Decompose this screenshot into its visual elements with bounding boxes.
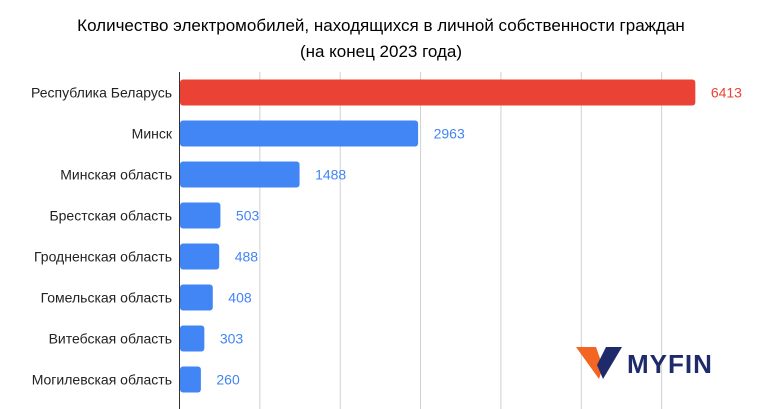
bar: [180, 366, 201, 393]
logo-mark-left-shape: [576, 347, 603, 379]
myfin-logo: MYFIN: [576, 347, 713, 379]
category-label: Минск: [132, 126, 173, 142]
logo-mark-right-shape: [597, 347, 622, 379]
bar: [180, 120, 419, 147]
value-label: 303: [220, 331, 244, 347]
value-label: 488: [235, 249, 259, 265]
category-label: Витебская область: [49, 331, 172, 347]
myfin-logo-text: MYFIN: [627, 349, 713, 379]
bar: [180, 243, 220, 270]
category-label: Гродненская область: [34, 249, 172, 265]
value-label: 2963: [434, 126, 465, 142]
category-label: Минская область: [60, 167, 172, 183]
bars: [180, 79, 696, 393]
category-label: Республика Беларусь: [31, 85, 172, 101]
bar: [180, 325, 205, 352]
value-label: 503: [236, 208, 260, 224]
category-label: Могилевская область: [32, 372, 172, 388]
value-labels: 6413 2963 1488 503 488 408 303 260: [216, 85, 742, 388]
category-labels: Республика Беларусь Минск Минская область Б…: [31, 85, 173, 388]
value-label: 260: [216, 372, 240, 388]
value-label: 1488: [315, 167, 346, 183]
category-label: Гомельская область: [41, 290, 172, 306]
bar: [180, 202, 221, 229]
chart-title-line2: (на конец 2023 года): [300, 42, 462, 61]
bar: [180, 284, 213, 311]
bar: [180, 161, 300, 188]
value-label: 6413: [711, 85, 742, 101]
bar: [180, 79, 696, 106]
value-label: 408: [228, 290, 252, 306]
chart-title-line1: Количество электромобилей, находящихся в…: [77, 16, 685, 35]
category-label: Брестская область: [49, 208, 172, 224]
myfin-logo-mark-icon: [576, 347, 622, 379]
